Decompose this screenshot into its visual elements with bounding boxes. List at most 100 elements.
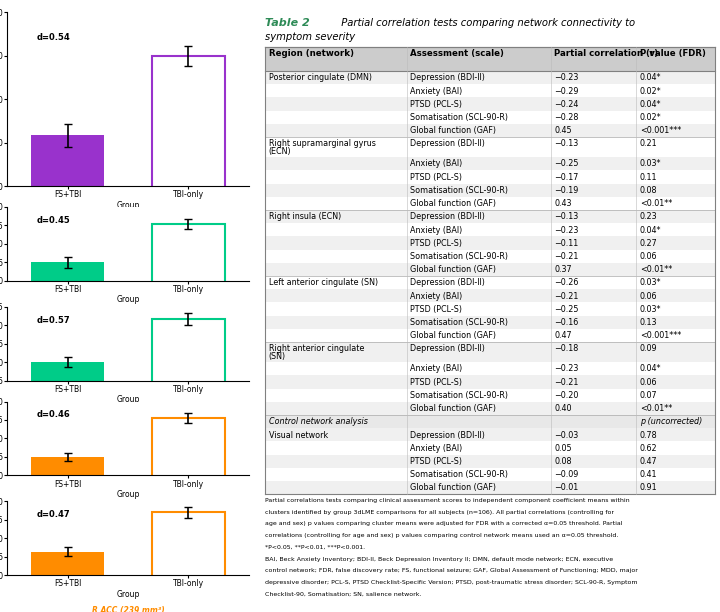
Text: Somatisation (SCL-90-R): Somatisation (SCL-90-R) xyxy=(410,113,508,122)
Text: Posterior cingulate (DMN): Posterior cingulate (DMN) xyxy=(269,73,372,83)
Text: −0.09: −0.09 xyxy=(554,470,579,479)
Text: Checklist-90, Somatisation; SN, salience network.: Checklist-90, Somatisation; SN, salience… xyxy=(265,592,421,597)
Text: d=0.47: d=0.47 xyxy=(36,510,70,519)
Text: Right supramarginal gyrus: Right supramarginal gyrus xyxy=(269,140,375,149)
Bar xyxy=(265,375,715,389)
Text: Anxiety (BAI): Anxiety (BAI) xyxy=(410,365,462,373)
Text: 0.41: 0.41 xyxy=(640,470,657,479)
Text: Global function (GAF): Global function (GAF) xyxy=(410,331,496,340)
Text: Somatisation (SCL-90-R): Somatisation (SCL-90-R) xyxy=(410,318,508,327)
Text: p (uncorrected): p (uncorrected) xyxy=(640,417,702,427)
Text: −0.13: −0.13 xyxy=(554,212,579,222)
Bar xyxy=(265,48,715,71)
Text: 0.40: 0.40 xyxy=(554,404,572,413)
Bar xyxy=(265,71,715,84)
Text: −0.16: −0.16 xyxy=(554,318,579,327)
Text: 0.47: 0.47 xyxy=(640,457,657,466)
Text: 0.21: 0.21 xyxy=(640,140,657,149)
Text: PTSD (PCL-S): PTSD (PCL-S) xyxy=(410,305,462,314)
Text: −0.24: −0.24 xyxy=(554,100,579,109)
Bar xyxy=(32,263,104,318)
Bar xyxy=(32,457,104,512)
Text: clusters identified by group 3dLME comparisons for all subjects (n=106). All par: clusters identified by group 3dLME compa… xyxy=(265,510,614,515)
X-axis label: Group: Group xyxy=(117,395,140,404)
Text: 0.78: 0.78 xyxy=(640,431,657,439)
Text: R SMG (568 mm³): R SMG (568 mm³) xyxy=(90,312,166,321)
Bar xyxy=(265,481,715,494)
Text: 0.43: 0.43 xyxy=(554,199,572,208)
Text: L ACC (452 mm³): L ACC (452 mm³) xyxy=(92,507,164,515)
Text: 0.08: 0.08 xyxy=(554,457,572,466)
Text: (SN): (SN) xyxy=(269,352,286,361)
Text: 0.02*: 0.02* xyxy=(640,113,662,122)
Text: Right anterior cingulate: Right anterior cingulate xyxy=(269,345,364,354)
Text: PTSD (PCL-S): PTSD (PCL-S) xyxy=(410,239,462,248)
Text: −0.29: −0.29 xyxy=(554,86,579,95)
Bar xyxy=(265,223,715,236)
Bar xyxy=(265,250,715,263)
X-axis label: Group: Group xyxy=(117,590,140,599)
Bar xyxy=(265,468,715,481)
Text: −0.18: −0.18 xyxy=(554,345,579,354)
Text: correlations (controlling for age and sex) p values comparing control network me: correlations (controlling for age and se… xyxy=(265,533,618,538)
Text: −0.01: −0.01 xyxy=(554,483,579,493)
Text: 0.62: 0.62 xyxy=(640,444,657,453)
Text: Global function (GAF): Global function (GAF) xyxy=(410,404,496,413)
Bar xyxy=(152,319,225,399)
Text: <0.01**: <0.01** xyxy=(640,265,672,274)
Text: PTSD (PCL-S): PTSD (PCL-S) xyxy=(410,378,462,387)
Bar xyxy=(265,236,715,250)
Bar xyxy=(32,551,104,612)
Text: Somatisation (SCL-90-R): Somatisation (SCL-90-R) xyxy=(410,470,508,479)
Bar xyxy=(265,389,715,401)
Bar xyxy=(265,184,715,196)
Text: R ACC (239 mm³): R ACC (239 mm³) xyxy=(91,606,164,612)
Text: 0.47: 0.47 xyxy=(554,331,572,340)
Text: −0.23: −0.23 xyxy=(554,225,579,234)
Text: Partial correlation (r): Partial correlation (r) xyxy=(554,49,658,58)
Text: Assessment (scale): Assessment (scale) xyxy=(410,49,504,58)
Bar xyxy=(265,342,715,362)
Text: (ECN): (ECN) xyxy=(269,147,291,156)
Bar xyxy=(265,316,715,329)
Text: 0.07: 0.07 xyxy=(640,391,657,400)
Text: 0.03*: 0.03* xyxy=(640,278,661,288)
Bar xyxy=(265,428,715,441)
Text: 0.37: 0.37 xyxy=(554,265,572,274)
Bar xyxy=(32,135,104,331)
Text: Depression (BDI-II): Depression (BDI-II) xyxy=(410,73,485,83)
Text: control network; FDR, false discovery rate; FS, functional seizure; GAF, Global : control network; FDR, false discovery ra… xyxy=(265,569,638,573)
Text: Depression (BDI-II): Depression (BDI-II) xyxy=(410,431,485,439)
Text: Global function (GAF): Global function (GAF) xyxy=(410,199,496,208)
X-axis label: Group: Group xyxy=(117,490,140,499)
Text: Region (network): Region (network) xyxy=(269,49,354,58)
Bar xyxy=(265,401,715,415)
Text: Control network analysis: Control network analysis xyxy=(269,417,367,427)
Text: Depression (BDI-II): Depression (BDI-II) xyxy=(410,278,485,288)
Text: PTSD (PCL-S): PTSD (PCL-S) xyxy=(410,100,462,109)
Text: 0.09: 0.09 xyxy=(640,345,657,354)
Text: −0.26: −0.26 xyxy=(554,278,579,288)
Text: Right insula (ECN): Right insula (ECN) xyxy=(269,212,341,222)
Text: age and sex) p values comparing cluster means were adjusted for FDR with a corre: age and sex) p values comparing cluster … xyxy=(265,521,623,526)
Bar xyxy=(265,210,715,223)
Text: Anxiety (BAI): Anxiety (BAI) xyxy=(410,444,462,453)
Bar xyxy=(265,329,715,342)
Bar xyxy=(152,56,225,331)
Text: 0.04*: 0.04* xyxy=(640,100,661,109)
Text: Table 2: Table 2 xyxy=(265,18,310,28)
Text: 0.06: 0.06 xyxy=(640,378,657,387)
Text: d=0.45: d=0.45 xyxy=(36,216,70,225)
Text: symptom severity: symptom severity xyxy=(265,32,355,42)
Text: P value (FDR): P value (FDR) xyxy=(640,49,706,58)
Text: 0.04*: 0.04* xyxy=(640,225,661,234)
Text: BAI, Beck Anxiety Inventory; BDI-II, Beck Depression Inventory II; DMN, default : BAI, Beck Anxiety Inventory; BDI-II, Bec… xyxy=(265,556,613,562)
Text: Partial correlations tests comparing clinical assessment scores to independent c: Partial correlations tests comparing cli… xyxy=(265,498,629,503)
Text: 0.04*: 0.04* xyxy=(640,73,661,83)
Bar xyxy=(265,362,715,375)
Text: Anxiety (BAI): Anxiety (BAI) xyxy=(410,159,462,168)
Text: depressive disorder; PCL-S, PTSD Checklist-Specific Version; PTSD, post-traumati: depressive disorder; PCL-S, PTSD Checkli… xyxy=(265,580,637,585)
Text: Anxiety (BAI): Anxiety (BAI) xyxy=(410,86,462,95)
Bar xyxy=(32,362,104,399)
Text: 0.06: 0.06 xyxy=(640,291,657,300)
